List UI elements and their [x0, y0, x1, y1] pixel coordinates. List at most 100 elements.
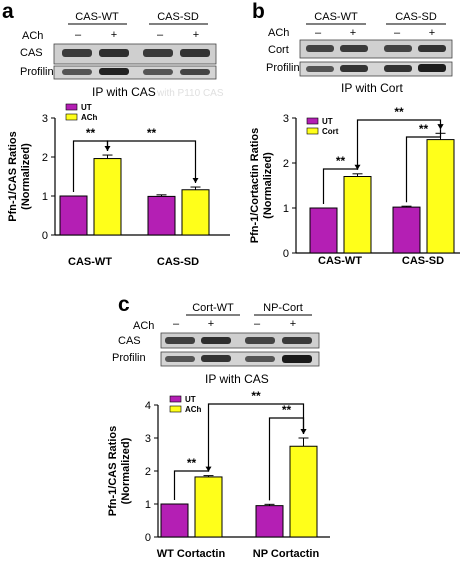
panel-letter-a: a	[2, 0, 14, 23]
significance-label: **	[251, 389, 261, 403]
x-category-label: CAS-WT	[318, 255, 362, 267]
legend-swatch-ach	[65, 113, 78, 121]
gel-b-mark-2: +	[350, 27, 356, 39]
y-tick-label: 1	[283, 203, 289, 215]
legend-swatch-ut	[65, 103, 78, 111]
gel-a-mark-3: –	[157, 29, 164, 41]
bar-cort	[426, 139, 455, 254]
bar-ach	[194, 476, 223, 538]
legend-label-ut: UT	[185, 395, 196, 404]
gel-a-group-2: CAS-SD	[157, 11, 199, 23]
gel-a-treatment-label: ACh	[22, 30, 43, 42]
panel-letter-c: c	[118, 293, 130, 316]
bracket-arrow	[300, 429, 307, 434]
gel-b-treatment-label: ACh	[268, 27, 289, 39]
y-tick-label: 3	[145, 433, 151, 445]
y-tick-label: 4	[145, 400, 151, 412]
y-axis-label: Pfn-1/Cortactin Ratios(Normalized)	[249, 128, 274, 244]
x-category-label: WT Cortactin	[157, 548, 226, 560]
gel-a-row-1: CAS	[20, 47, 43, 59]
significance-label: **	[282, 403, 292, 417]
significance-bracket	[405, 129, 442, 203]
gel-a-bands	[62, 49, 210, 75]
significance-bracket	[106, 140, 197, 184]
panel-letter-b: b	[252, 0, 265, 23]
bar-chart-c: 0 1 2 3 4 Pfn-1/CAS Ratios(Normalized) WT Cort…	[107, 389, 330, 560]
bar-ut	[160, 503, 189, 538]
legend-label-ut: UT	[322, 117, 333, 126]
gel-c-mark-1: –	[173, 318, 180, 330]
bar-cort	[343, 176, 372, 254]
gel-panel-c: Cort-WT NP-Cort ACh – + – + CAS Profilin…	[112, 302, 320, 386]
gel-c-row-1: CAS	[118, 335, 141, 347]
x-category-label: CAS-SD	[157, 256, 199, 268]
y-tick-label: 1	[42, 191, 48, 203]
x-category-label: CAS-SD	[402, 255, 444, 267]
gel-c-mark-2: +	[208, 318, 214, 330]
gel-panel-b: CAS-WT CAS-SD ACh – + – + Cort Profilin …	[266, 11, 453, 95]
gel-b-group-1: CAS-WT	[314, 11, 358, 23]
y-tick-label: 0	[283, 248, 289, 260]
gel-b-mark-3: –	[394, 27, 401, 39]
gel-a-ghost-text: with P110 CAS	[156, 88, 224, 99]
legend-swatch-ach	[169, 405, 182, 413]
bar-chart-b: 0 1 2 3 Pfn-1/Cortactin Ratios(Normalized) CA…	[249, 105, 460, 267]
legend-swatch-ut	[169, 395, 182, 403]
gel-b-row-1: Cort	[268, 44, 289, 56]
significance-label: **	[86, 126, 96, 140]
gel-c-treatment-label: ACh	[133, 320, 154, 332]
bar-ach	[181, 189, 210, 236]
y-tick-label: 2	[283, 158, 289, 170]
bracket-arrow	[192, 178, 199, 184]
bar-ach	[289, 445, 318, 538]
gel-b-ip-label: IP with Cort	[341, 81, 403, 95]
gel-a-row-2: Profilin	[20, 66, 54, 78]
legend-label-ut: UT	[81, 103, 92, 112]
bar-ut	[255, 505, 284, 538]
gel-b-bands	[306, 45, 446, 72]
gel-a-mark-2: +	[111, 29, 117, 41]
x-category-label: CAS-WT	[68, 256, 112, 268]
gel-c-group-1: Cort-WT	[192, 302, 234, 314]
y-tick-label: 2	[145, 466, 151, 478]
gel-b-row-2: Profilin	[266, 62, 300, 74]
significance-bracket	[207, 403, 305, 472]
x-category-label: NP Cortactin	[253, 548, 320, 560]
gel-b-blot-2	[299, 61, 453, 77]
y-tick-label: 2	[42, 152, 48, 164]
bar-ut	[59, 195, 88, 236]
y-tick-label: 0	[145, 532, 151, 544]
legend-swatch-ut	[306, 117, 319, 125]
legend-label-ach: ACh	[185, 405, 202, 414]
significance-label: **	[336, 154, 346, 168]
bracket-arrow	[437, 124, 444, 130]
legend-label-ach: ACh	[81, 113, 98, 122]
y-tick-label: 3	[42, 113, 48, 125]
gel-a-group-1: CAS-WT	[75, 11, 119, 23]
y-tick-label: 1	[145, 499, 151, 511]
gel-a-blot-1	[53, 43, 217, 65]
gel-panel-a: CAS-WT CAS-SD ACh – + – + CAS Profilin I…	[20, 11, 224, 99]
bar-ut	[392, 206, 421, 254]
significance-label: **	[419, 122, 429, 136]
gel-c-ip-label: IP with CAS	[205, 372, 269, 386]
y-tick-label: 0	[42, 230, 48, 242]
gel-b-group-2: CAS-SD	[395, 11, 437, 23]
gel-c-bands	[165, 337, 312, 363]
bar-ut	[147, 195, 176, 236]
gel-a-ip-label: IP with CAS	[92, 85, 156, 99]
legend-swatch-cort	[306, 127, 319, 135]
significance-label: **	[187, 456, 197, 470]
significance-label: **	[147, 126, 157, 140]
gel-c-group-2: NP-Cort	[263, 302, 303, 314]
gel-a-blot-2	[53, 65, 217, 80]
gel-b-mark-4: +	[429, 27, 435, 39]
significance-label: **	[394, 105, 404, 119]
gel-c-mark-3: –	[254, 318, 261, 330]
bar-ach	[93, 158, 122, 236]
gel-b-mark-1: –	[315, 27, 322, 39]
bar-chart-a: 0 1 2 3 Pfn-1/CAS Ratios(Normalized) CAS-WT CA…	[7, 103, 230, 268]
y-axis-label: Pfn-1/CAS Ratios(Normalized)	[7, 131, 32, 221]
y-axis-label: Pfn-1/CAS Ratios(Normalized)	[107, 426, 132, 516]
